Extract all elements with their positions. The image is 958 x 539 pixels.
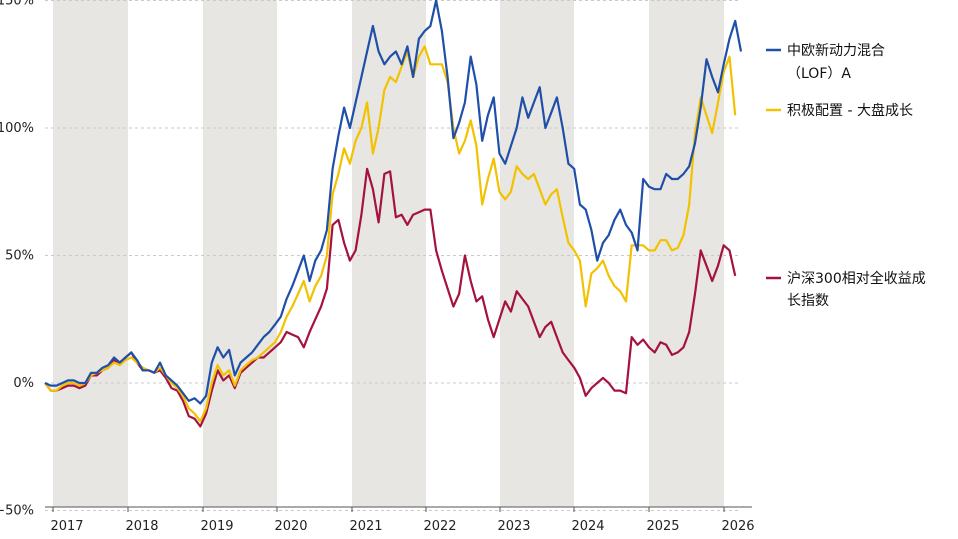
gridlines — [45, 0, 741, 511]
year-band — [203, 0, 277, 507]
legend-item-3: 沪深300相对全收益成 长指数 — [766, 270, 926, 309]
series-lines — [44, 0, 743, 428]
series-line-3 — [44, 167, 737, 428]
series-line-1 — [44, 0, 743, 405]
legend-item-2: 积极配置 - 大盘成长 — [766, 102, 913, 119]
year-band — [500, 0, 574, 507]
legend-label-2: 积极配置 - 大盘成长 — [787, 102, 913, 119]
year-shading-bands — [53, 0, 724, 507]
y-tick-label: 150% — [0, 0, 34, 9]
x-tick-label: 2019 — [200, 519, 233, 534]
y-tick-label: 50% — [5, 249, 34, 264]
x-tick-label: 2020 — [274, 519, 307, 534]
legend-label-1a: 中欧新动力混合 — [787, 43, 885, 59]
x-tick-label: 2021 — [349, 519, 382, 534]
year-band — [649, 0, 724, 507]
x-tick-label: 2022 — [423, 519, 456, 534]
legend: 中欧新动力混合 （LOF）A 积极配置 - 大盘成长 沪深300相对全收益成 长… — [766, 43, 926, 309]
legend-item-1: 中欧新动力混合 （LOF）A — [766, 43, 885, 82]
year-band — [53, 0, 128, 507]
series-line-2 — [44, 45, 737, 423]
x-tick-label: 2026 — [721, 519, 754, 534]
y-axis-ticks: 150% 100% 50% 0% −50% — [0, 0, 34, 519]
x-tick-label: 2025 — [646, 519, 679, 534]
x-tick-label: 2018 — [125, 519, 158, 534]
x-axis-ticks: 2017 2018 2019 2020 2021 2022 2023 2024 2025 2026 — [50, 507, 755, 534]
legend-label-1b: （LOF）A — [787, 66, 851, 82]
year-band — [352, 0, 426, 507]
x-tick-label: 2023 — [497, 519, 530, 534]
y-tick-label: 100% — [0, 121, 34, 136]
x-tick-label: 2017 — [50, 519, 83, 534]
x-tick-label: 2024 — [571, 519, 604, 534]
legend-label-3a: 沪深300相对全收益成 — [787, 270, 926, 287]
y-tick-label: 0% — [13, 376, 34, 391]
y-tick-label: −50% — [0, 504, 34, 519]
legend-label-3b: 长指数 — [787, 293, 829, 309]
